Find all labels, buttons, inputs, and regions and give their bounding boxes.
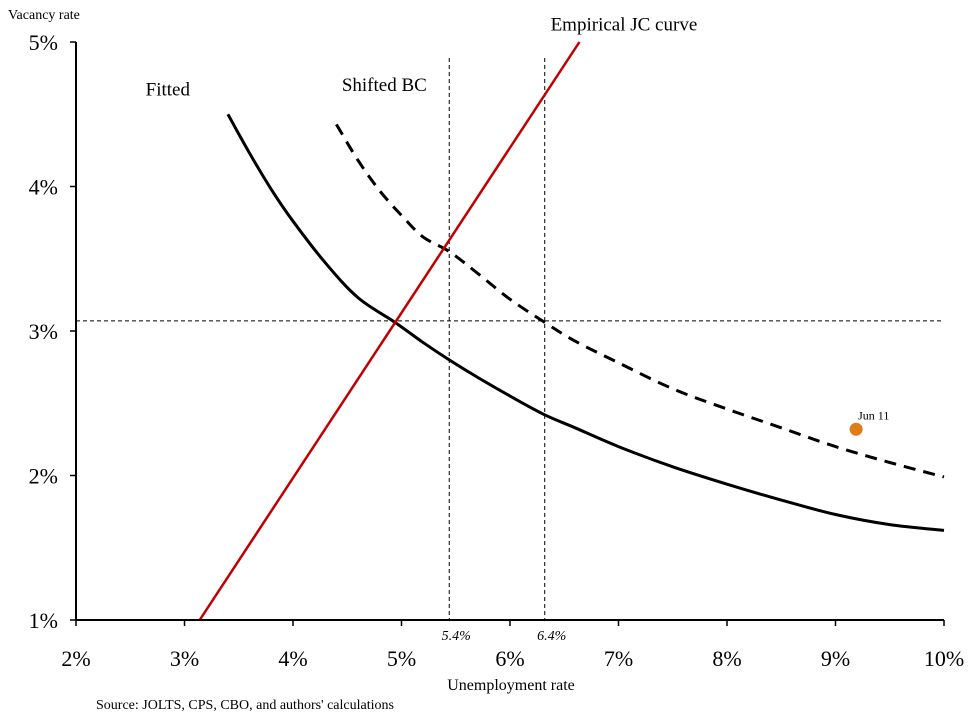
reference-line-label-2: 6.4% xyxy=(537,629,566,644)
x-tick-label: 4% xyxy=(278,646,307,671)
y-tick-label: 4% xyxy=(29,175,58,200)
y-axis-label: Vacancy rate xyxy=(8,8,80,23)
curve-label-empirical-jc-curve: Empirical JC curve xyxy=(551,14,698,35)
annotations: 5.4% 6.4% Fitted Shifted BC Empirical JC cur… xyxy=(146,14,890,644)
series-empirical-jc-curve-line xyxy=(198,41,581,621)
x-tick-label: 3% xyxy=(170,646,199,671)
data-point-jun-11 xyxy=(849,422,863,436)
curve-label-fitted: Fitted xyxy=(146,79,191,100)
axes xyxy=(75,42,944,621)
y-tick-label: 2% xyxy=(29,464,58,489)
curve-label-shifted-bc: Shifted BC xyxy=(342,75,427,96)
reference-line-label-1: 5.4% xyxy=(442,629,471,644)
x-tick-label: 5% xyxy=(387,646,416,671)
y-tick-label: 5% xyxy=(29,30,58,55)
y-tick-label: 3% xyxy=(29,319,58,344)
series-shifted-bc-line xyxy=(335,123,945,479)
curves xyxy=(198,41,945,621)
reference-lines xyxy=(76,58,944,620)
x-tick-label: 6% xyxy=(495,646,524,671)
y-tick-label: 1% xyxy=(29,608,58,633)
tick-labels: 2% 3% 4% 5% 6% 7% 8% 9% 10%1%2%3%4%5% xyxy=(29,30,964,671)
data-point-label: Jun 11 xyxy=(858,408,889,422)
x-axis-label: Unemployment rate xyxy=(447,677,575,694)
x-tick-label: 8% xyxy=(712,646,741,671)
series-fitted-line xyxy=(226,113,945,532)
x-tick-label: 9% xyxy=(821,646,850,671)
x-tick-label: 2% xyxy=(61,646,90,671)
x-tick-label: 7% xyxy=(604,646,633,671)
x-tick-label: 10% xyxy=(924,646,964,671)
source-note: Source: JOLTS, CPS, CBO, and authors' ca… xyxy=(96,698,394,713)
